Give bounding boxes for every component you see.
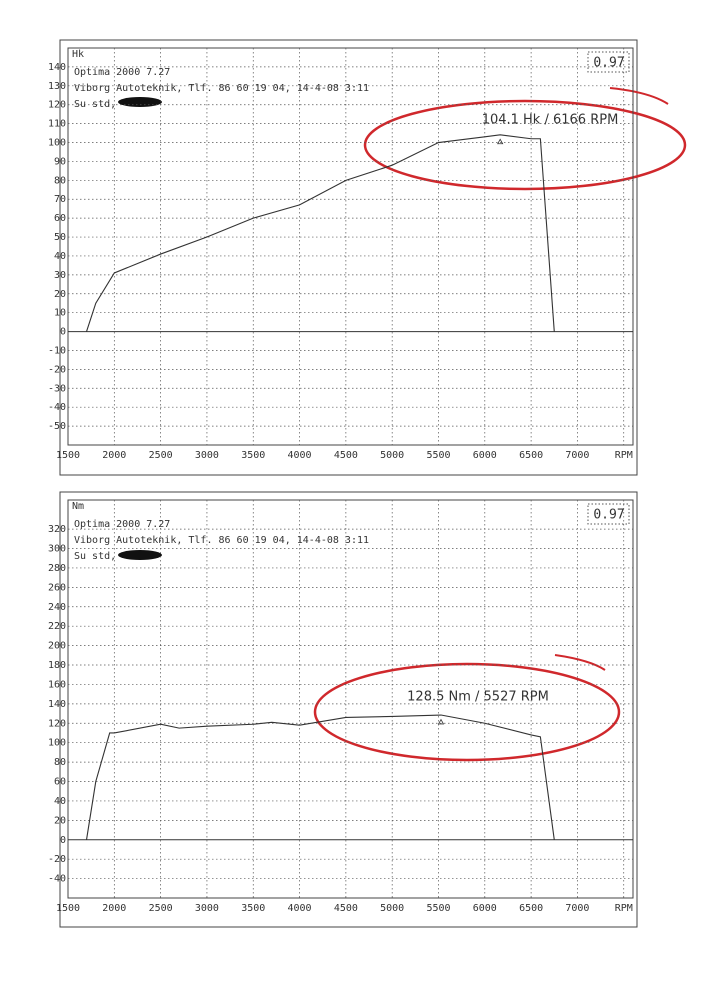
y-tick-label: 300 <box>48 544 66 555</box>
header-note: Su std, <box>74 551 116 562</box>
header-note: Viborg Autoteknik, Tlf. 86 60 19 04, 14-… <box>74 83 369 94</box>
x-tick-label: 4500 <box>334 903 358 914</box>
x-tick-label: 1500 <box>56 903 80 914</box>
corner-label: 0.97 <box>593 56 624 71</box>
x-tick-label: 3500 <box>241 903 265 914</box>
y-tick-label: 140 <box>48 699 66 710</box>
y-tick-label: -20 <box>48 364 66 375</box>
x-tick-label: 5500 <box>426 903 450 914</box>
y-tick-label: 110 <box>48 119 66 130</box>
y-tick-label: 260 <box>48 582 66 593</box>
x-tick-label: 2000 <box>102 450 126 461</box>
y-tick-label: 160 <box>48 679 66 690</box>
y-tick-label: 320 <box>48 524 66 535</box>
y-tick-label: 60 <box>54 213 66 224</box>
peak-annotation: 104.1 Hk / 6166 RPM <box>482 113 619 128</box>
peak-marker <box>496 138 504 145</box>
y-tick-label: 120 <box>48 100 66 111</box>
x-tick-label: 5000 <box>380 450 404 461</box>
y-tick-label: -20 <box>48 854 66 865</box>
y-tick-label: -40 <box>48 402 66 413</box>
y-tick-label: 120 <box>48 718 66 729</box>
y-tick-label: 200 <box>48 641 66 652</box>
data-line <box>85 714 555 840</box>
y-tick-label: 220 <box>48 621 66 632</box>
peak-annotation: 128.5 Nm / 5527 RPM <box>407 690 549 705</box>
y-tick-label: 240 <box>48 602 66 613</box>
x-tick-label: 6000 <box>473 903 497 914</box>
y-tick-label: 50 <box>54 232 66 243</box>
x-tick-label: 5500 <box>426 450 450 461</box>
y-tick-label: 20 <box>54 289 66 300</box>
peak-marker <box>437 718 445 725</box>
pen-stroke <box>609 87 669 105</box>
highlight-ring <box>363 99 687 191</box>
y-tick-label: -50 <box>48 421 66 432</box>
x-tick-label: 4000 <box>288 903 312 914</box>
corner-box <box>587 51 630 73</box>
x-tick-label: 4500 <box>334 450 358 461</box>
frame <box>59 491 638 928</box>
y-tick-label: 80 <box>54 175 66 186</box>
x-tick-label: 1500 <box>56 450 80 461</box>
x-tick-label: 3000 <box>195 450 219 461</box>
x-tick-label: RPM <box>615 903 633 914</box>
header-note: Optima 2000 7.27 <box>74 67 170 78</box>
y-tick-label: 130 <box>48 81 66 92</box>
x-tick-label: 3000 <box>195 903 219 914</box>
x-tick-label: 2500 <box>149 903 173 914</box>
x-tick-label: 6500 <box>519 450 543 461</box>
y-tick-label: 60 <box>54 777 66 788</box>
plot-area <box>67 499 634 899</box>
x-tick-label: 7000 <box>565 903 589 914</box>
y-tick-label: 140 <box>48 62 66 73</box>
y-tick-label: 80 <box>54 757 66 768</box>
y-tick-label: 70 <box>54 194 66 205</box>
x-tick-label: 2500 <box>149 450 173 461</box>
y-tick-label: 30 <box>54 270 66 281</box>
y-tick-label: -10 <box>48 345 66 356</box>
redaction <box>118 97 162 107</box>
y-tick-label: -40 <box>48 874 66 885</box>
y-tick-label: 40 <box>54 796 66 807</box>
x-tick-label: 6500 <box>519 903 543 914</box>
y-tick-label: 20 <box>54 815 66 826</box>
redaction <box>118 550 162 560</box>
x-tick-label: 5000 <box>380 903 404 914</box>
x-tick-label: 4000 <box>288 450 312 461</box>
x-tick-label: 7000 <box>565 450 589 461</box>
y-tick-label: 10 <box>54 308 66 319</box>
header-note: Viborg Autoteknik, Tlf. 86 60 19 04, 14-… <box>74 535 369 546</box>
y-tick-label: 180 <box>48 660 66 671</box>
data-line <box>86 134 555 332</box>
y-axis-label: Hk <box>72 49 84 60</box>
y-tick-label: 100 <box>48 738 66 749</box>
highlight-ring <box>313 662 621 762</box>
header-note: Optima 2000 7.27 <box>74 519 170 530</box>
plot-area <box>67 47 634 446</box>
pen-stroke <box>554 654 606 671</box>
y-tick-label: 100 <box>48 138 66 149</box>
x-tick-label: 2000 <box>102 903 126 914</box>
x-tick-label: RPM <box>615 450 633 461</box>
y-tick-label: 0 <box>60 327 66 338</box>
x-tick-label: 6000 <box>473 450 497 461</box>
x-tick-label: 3500 <box>241 450 265 461</box>
corner-box <box>587 503 630 525</box>
y-tick-label: 90 <box>54 156 66 167</box>
header-note: Su std, <box>74 99 116 110</box>
y-tick-label: 0 <box>60 835 66 846</box>
frame <box>59 39 638 476</box>
y-tick-label: -30 <box>48 383 66 394</box>
y-axis-label: Nm <box>72 501 84 512</box>
y-tick-label: 40 <box>54 251 66 262</box>
y-tick-label: 280 <box>48 563 66 574</box>
corner-label: 0.97 <box>593 508 624 523</box>
